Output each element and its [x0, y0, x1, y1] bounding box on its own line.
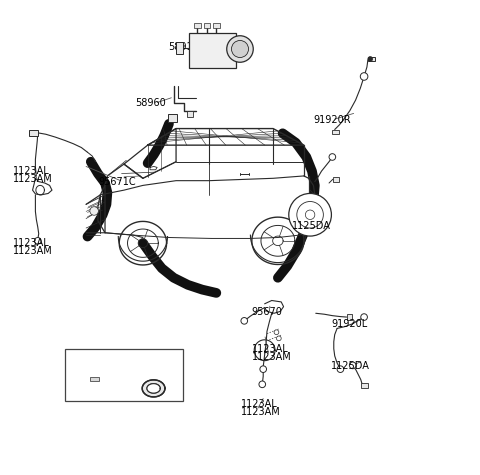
Text: 1123AM: 1123AM [12, 174, 52, 184]
Bar [361, 383, 368, 388]
Text: 1125DA: 1125DA [292, 221, 331, 231]
Text: 1123AL: 1123AL [241, 399, 278, 409]
Bar [333, 177, 338, 181]
Bar [347, 314, 352, 320]
Bar [187, 111, 192, 117]
Circle shape [297, 201, 324, 228]
Text: 1339CD: 1339CD [134, 355, 173, 365]
Bar [90, 377, 99, 381]
Text: 1123AM: 1123AM [241, 407, 281, 417]
Circle shape [337, 366, 344, 372]
Circle shape [274, 330, 279, 334]
Circle shape [90, 207, 98, 215]
Bar [332, 130, 339, 134]
Text: 95670: 95670 [251, 307, 282, 317]
Text: 1123AM: 1123AM [12, 246, 52, 256]
Text: 95671C: 95671C [98, 177, 135, 187]
Bar [168, 114, 178, 123]
Bar [65, 349, 183, 401]
Text: 58960: 58960 [135, 98, 166, 108]
Ellipse shape [147, 384, 160, 393]
Ellipse shape [142, 380, 165, 397]
Text: 1123AL: 1123AL [12, 238, 49, 248]
FancyBboxPatch shape [189, 33, 236, 68]
Circle shape [305, 210, 315, 219]
Circle shape [241, 318, 248, 324]
Circle shape [349, 362, 356, 369]
Circle shape [329, 154, 336, 160]
Text: 1129EE: 1129EE [76, 355, 113, 365]
Text: 91920L: 91920L [331, 319, 367, 329]
Circle shape [360, 73, 368, 80]
Bar [204, 23, 210, 28]
Text: 91920R: 91920R [313, 115, 351, 125]
Text: 1123AL: 1123AL [252, 344, 288, 354]
Bar [213, 23, 220, 28]
Bar [176, 42, 183, 54]
Circle shape [289, 193, 331, 236]
Bar [29, 130, 38, 136]
Circle shape [368, 57, 372, 61]
Circle shape [227, 36, 253, 62]
Text: 58910B: 58910B [168, 42, 205, 52]
Circle shape [260, 366, 266, 372]
Text: 1123AL: 1123AL [12, 166, 49, 176]
Circle shape [35, 238, 41, 244]
Circle shape [231, 40, 249, 57]
Circle shape [259, 381, 265, 388]
Text: 1125DA: 1125DA [331, 361, 370, 371]
Circle shape [276, 336, 281, 341]
Circle shape [361, 314, 367, 320]
Bar [368, 57, 375, 61]
Text: 1123AM: 1123AM [252, 352, 291, 362]
Bar [194, 23, 201, 28]
